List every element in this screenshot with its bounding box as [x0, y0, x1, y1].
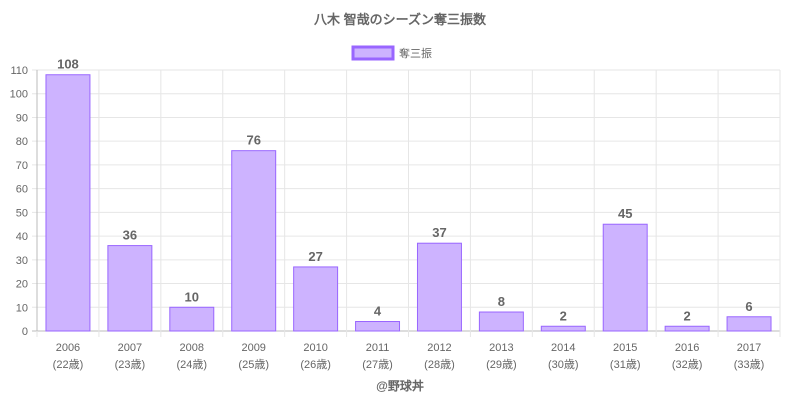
data-label: 8 [498, 294, 505, 309]
y-tick-label: 0 [22, 326, 28, 338]
y-tick-label: 70 [16, 160, 28, 172]
x-tick-label: 2011 [366, 342, 390, 354]
y-tick-label: 80 [16, 136, 28, 148]
bar [169, 306, 215, 332]
x-tick-label: 2010 [303, 342, 327, 354]
bar [107, 245, 153, 332]
bar [416, 242, 462, 332]
bar [355, 321, 401, 332]
y-tick-label: 100 [10, 89, 28, 101]
data-label: 2 [684, 308, 691, 323]
x-tick-sublabel: (31歳) [610, 358, 641, 371]
x-tick-sublabel: (30歳) [548, 358, 579, 371]
x-tick-label: 2012 [427, 342, 451, 354]
bar [664, 325, 710, 332]
x-tick-sublabel: (25歳) [238, 358, 269, 371]
data-label: 27 [308, 249, 322, 264]
x-tick-sublabel: (29歳) [486, 358, 517, 371]
y-tick-label: 20 [16, 279, 28, 291]
data-label: 2 [560, 308, 567, 323]
bar [602, 223, 648, 332]
x-tick-label: 2016 [675, 342, 699, 354]
x-tick-label: 2007 [118, 342, 142, 354]
footer-credit: @野球丼 [376, 378, 424, 393]
y-tick-label: 50 [16, 207, 28, 219]
legend-label: 奪三振 [399, 46, 432, 60]
bar [45, 74, 91, 332]
x-tick-label: 2014 [551, 342, 575, 354]
data-label: 4 [374, 304, 382, 319]
x-tick-label: 2009 [241, 342, 265, 354]
x-tick-sublabel: (27歳) [362, 358, 393, 371]
bar [540, 325, 586, 332]
y-tick-label: 40 [16, 231, 28, 243]
chart-title: 八木 智哉のシーズン奪三振数 [313, 12, 487, 27]
x-tick-sublabel: (22歳) [53, 358, 84, 371]
x-tick-label: 2006 [56, 342, 80, 354]
data-label: 76 [246, 133, 260, 148]
x-tick-sublabel: (26歳) [300, 358, 331, 371]
x-tick-label: 2015 [613, 342, 637, 354]
x-tick-sublabel: (33歳) [734, 358, 765, 371]
bar [726, 316, 772, 332]
data-label: 6 [745, 299, 752, 314]
data-label: 37 [432, 225, 446, 240]
x-tick-label: 2013 [489, 342, 513, 354]
x-tick-label: 2017 [737, 342, 761, 354]
data-label: 36 [123, 228, 137, 243]
x-tick-label: 2008 [180, 342, 204, 354]
x-tick-sublabel: (23歳) [115, 358, 146, 371]
x-tick-sublabel: (28歳) [424, 358, 455, 371]
data-label: 45 [618, 206, 632, 221]
y-tick-label: 10 [16, 302, 28, 314]
legend[interactable]: 奪三振 [351, 45, 432, 61]
data-label: 10 [185, 289, 199, 304]
y-tick-label: 60 [16, 184, 28, 196]
y-tick-label: 30 [16, 255, 28, 267]
x-tick-sublabel: (32歳) [672, 358, 703, 371]
y-tick-label: 90 [16, 112, 28, 124]
y-tick-label: 110 [10, 65, 28, 77]
bar [293, 266, 339, 332]
legend-swatch [351, 45, 395, 61]
bar [231, 150, 277, 332]
bar [478, 311, 524, 332]
data-label: 108 [57, 57, 79, 72]
x-tick-sublabel: (24歳) [177, 358, 208, 371]
